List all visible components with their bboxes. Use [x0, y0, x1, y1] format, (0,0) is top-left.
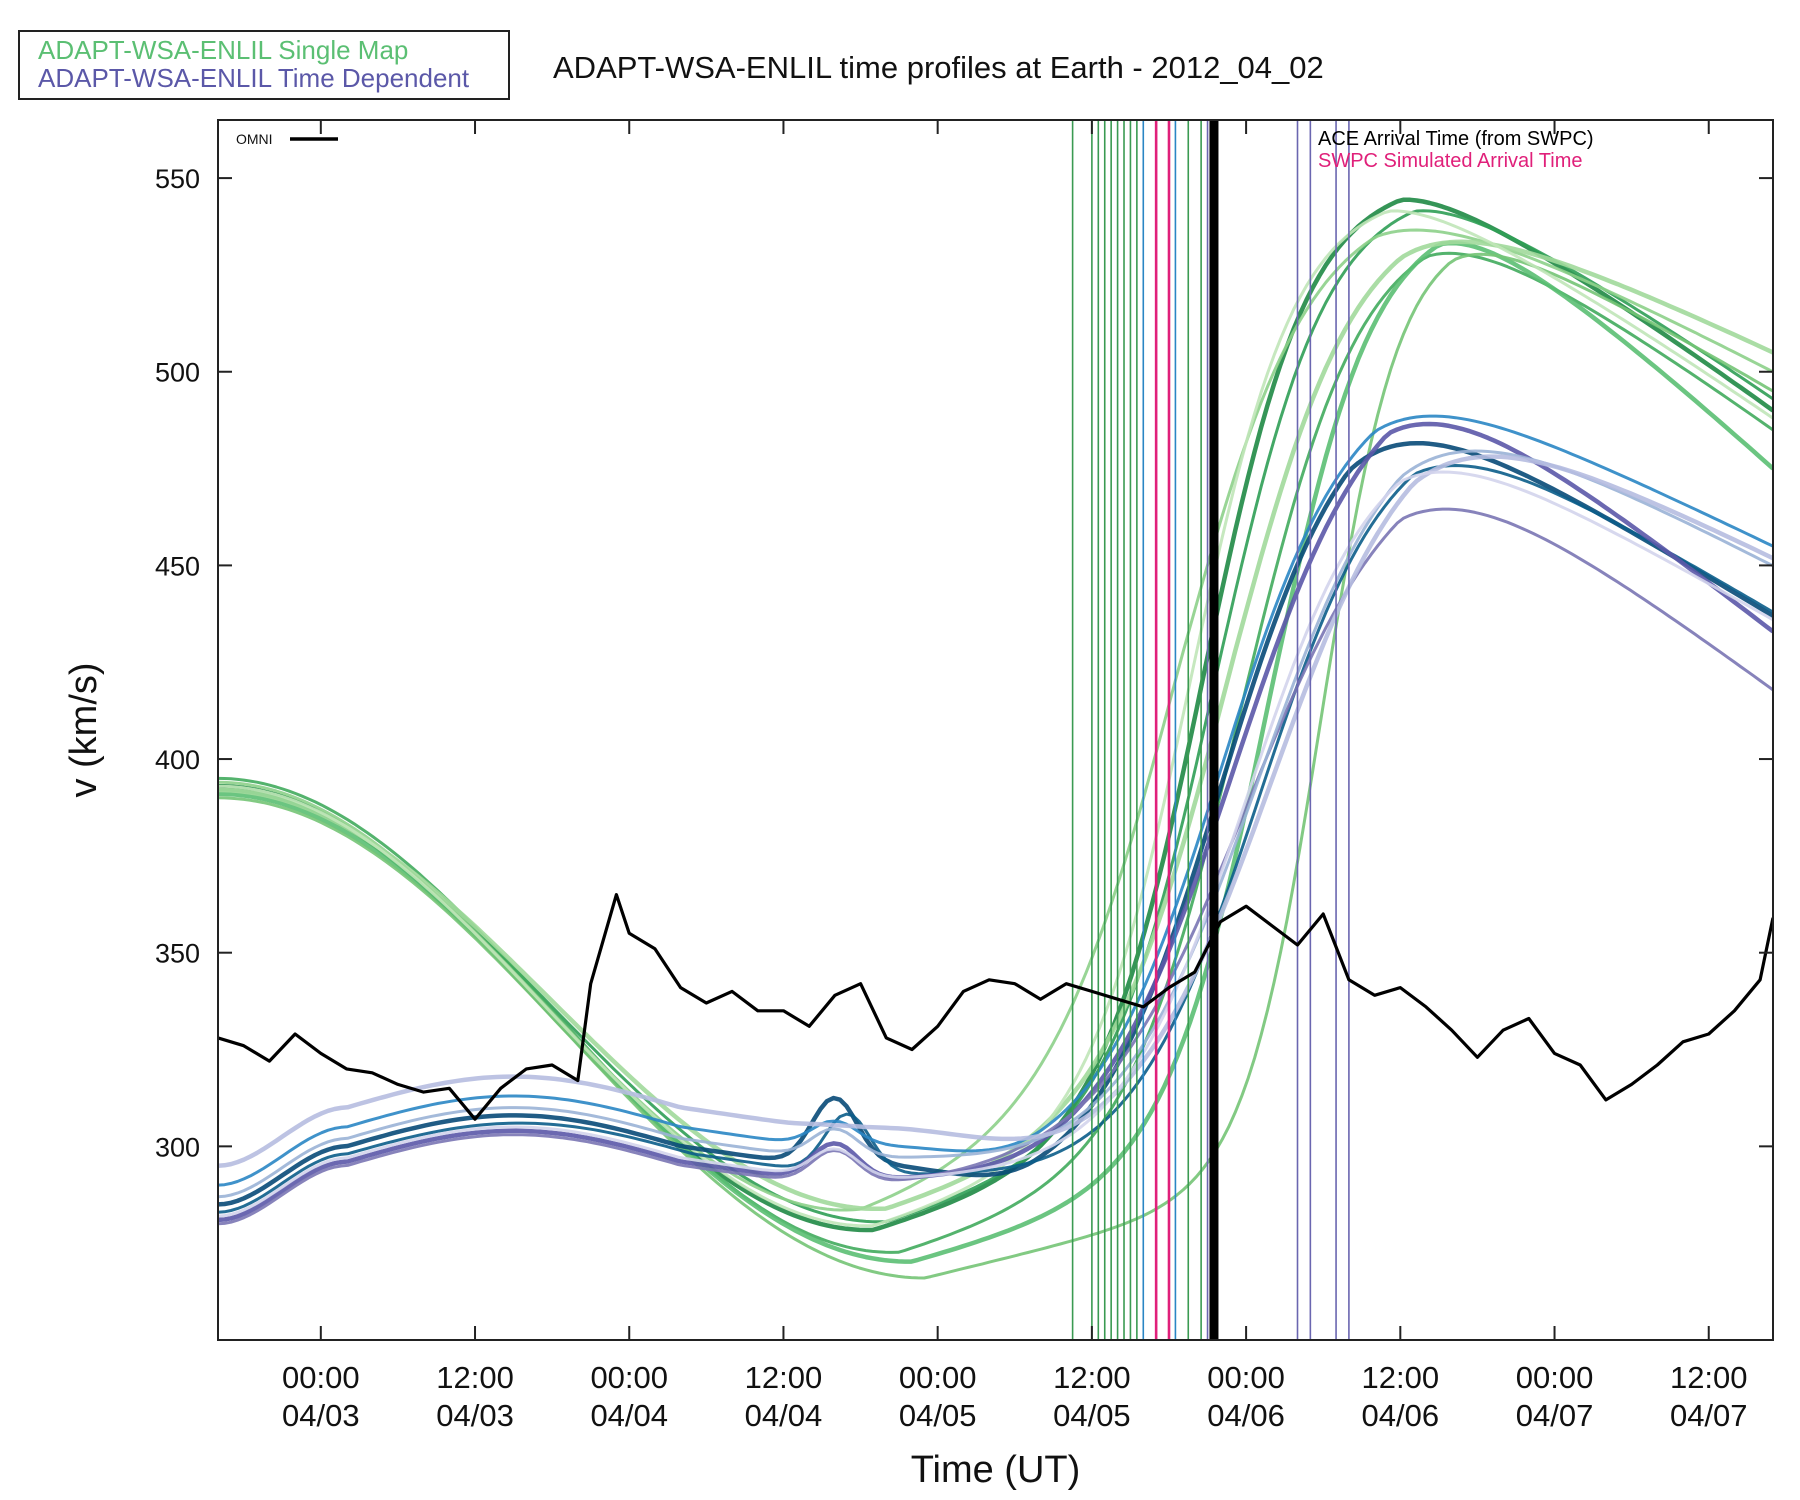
single-map-series-8 — [218, 209, 1773, 1228]
y-tick-label: 300 — [155, 1132, 200, 1162]
x-tick-time-label: 00:00 — [1207, 1360, 1285, 1395]
legend-time-dependent: ADAPT-WSA-ENLIL Time Dependent — [38, 63, 470, 93]
time-dependent-series-7 — [218, 454, 1773, 1168]
x-tick-time-label: 00:00 — [590, 1360, 668, 1395]
time-dependent-series-3 — [218, 414, 1773, 1187]
y-tick-label: 500 — [155, 358, 200, 388]
legend-single-map: ADAPT-WSA-ENLIL Single Map — [38, 35, 409, 65]
omni-series-group — [218, 893, 1773, 1121]
single-map-series-1 — [218, 197, 1773, 1233]
x-tick-time-label: 12:00 — [1053, 1360, 1131, 1395]
time-dependent-series-6 — [218, 449, 1773, 1199]
model-series-group — [218, 197, 1773, 1280]
legend-box: ADAPT-WSA-ENLIL Single Map ADAPT-WSA-ENL… — [18, 30, 510, 100]
x-tick-date-label: 04/05 — [1053, 1398, 1131, 1433]
time-dependent-series-5 — [218, 507, 1773, 1226]
x-tick-date-label: 04/03 — [282, 1398, 360, 1433]
x-tick-time-label: 00:00 — [1516, 1360, 1594, 1395]
y-tick-label: 450 — [155, 551, 200, 581]
x-tick-time-label: 00:00 — [282, 1360, 360, 1395]
omni-line — [218, 893, 1773, 1121]
single-map-series-2 — [218, 209, 1773, 1224]
single-map-series-7 — [218, 239, 1773, 1212]
x-tick-date-label: 04/06 — [1207, 1398, 1285, 1433]
single-map-series-5 — [218, 252, 1773, 1280]
swpc-legend-label: SWPC Simulated Arrival Time — [1318, 150, 1583, 172]
x-tick-date-label: 04/06 — [1362, 1398, 1440, 1433]
single-map-series-4 — [218, 240, 1773, 1264]
x-tick-time-label: 12:00 — [1670, 1360, 1748, 1395]
x-tick-date-label: 04/04 — [745, 1398, 823, 1433]
ace-legend-label: ACE Arrival Time (from SWPC) — [1318, 128, 1594, 150]
single-map-series-6 — [218, 228, 1773, 1212]
time-dependent-series-8 — [218, 470, 1773, 1218]
time-dependent-series-2 — [218, 464, 1773, 1214]
x-tick-time-label: 12:00 — [745, 1360, 823, 1395]
axes-group: 30035040045050055000:0004/0312:0004/0300… — [63, 119, 1774, 1491]
x-tick-date-label: 04/07 — [1516, 1398, 1594, 1433]
plot-frame — [217, 119, 1774, 1341]
x-axis-label: Time (UT) — [911, 1449, 1081, 1491]
x-tick-time-label: 12:00 — [436, 1360, 514, 1395]
chart-title: ADAPT-WSA-ENLIL time profiles at Earth -… — [553, 50, 1324, 85]
time-dependent-series-4 — [218, 421, 1773, 1223]
x-tick-time-label: 00:00 — [899, 1360, 977, 1395]
x-tick-date-label: 04/03 — [436, 1398, 514, 1433]
y-axis-label: v (km/s) — [63, 662, 105, 797]
arrival-lines-group — [1071, 120, 1350, 1340]
omni-legend-label: OMNI — [236, 131, 273, 147]
y-tick-label: 550 — [155, 164, 200, 194]
inner-legend-group: OMNI ACE Arrival Time (from SWPC)SWPC Sim… — [236, 128, 1594, 172]
x-tick-date-label: 04/04 — [590, 1398, 668, 1433]
x-tick-date-label: 04/05 — [899, 1398, 977, 1433]
y-tick-label: 400 — [155, 745, 200, 775]
x-tick-time-label: 12:00 — [1362, 1360, 1440, 1395]
y-tick-label: 350 — [155, 939, 200, 969]
x-tick-date-label: 04/07 — [1670, 1398, 1748, 1433]
